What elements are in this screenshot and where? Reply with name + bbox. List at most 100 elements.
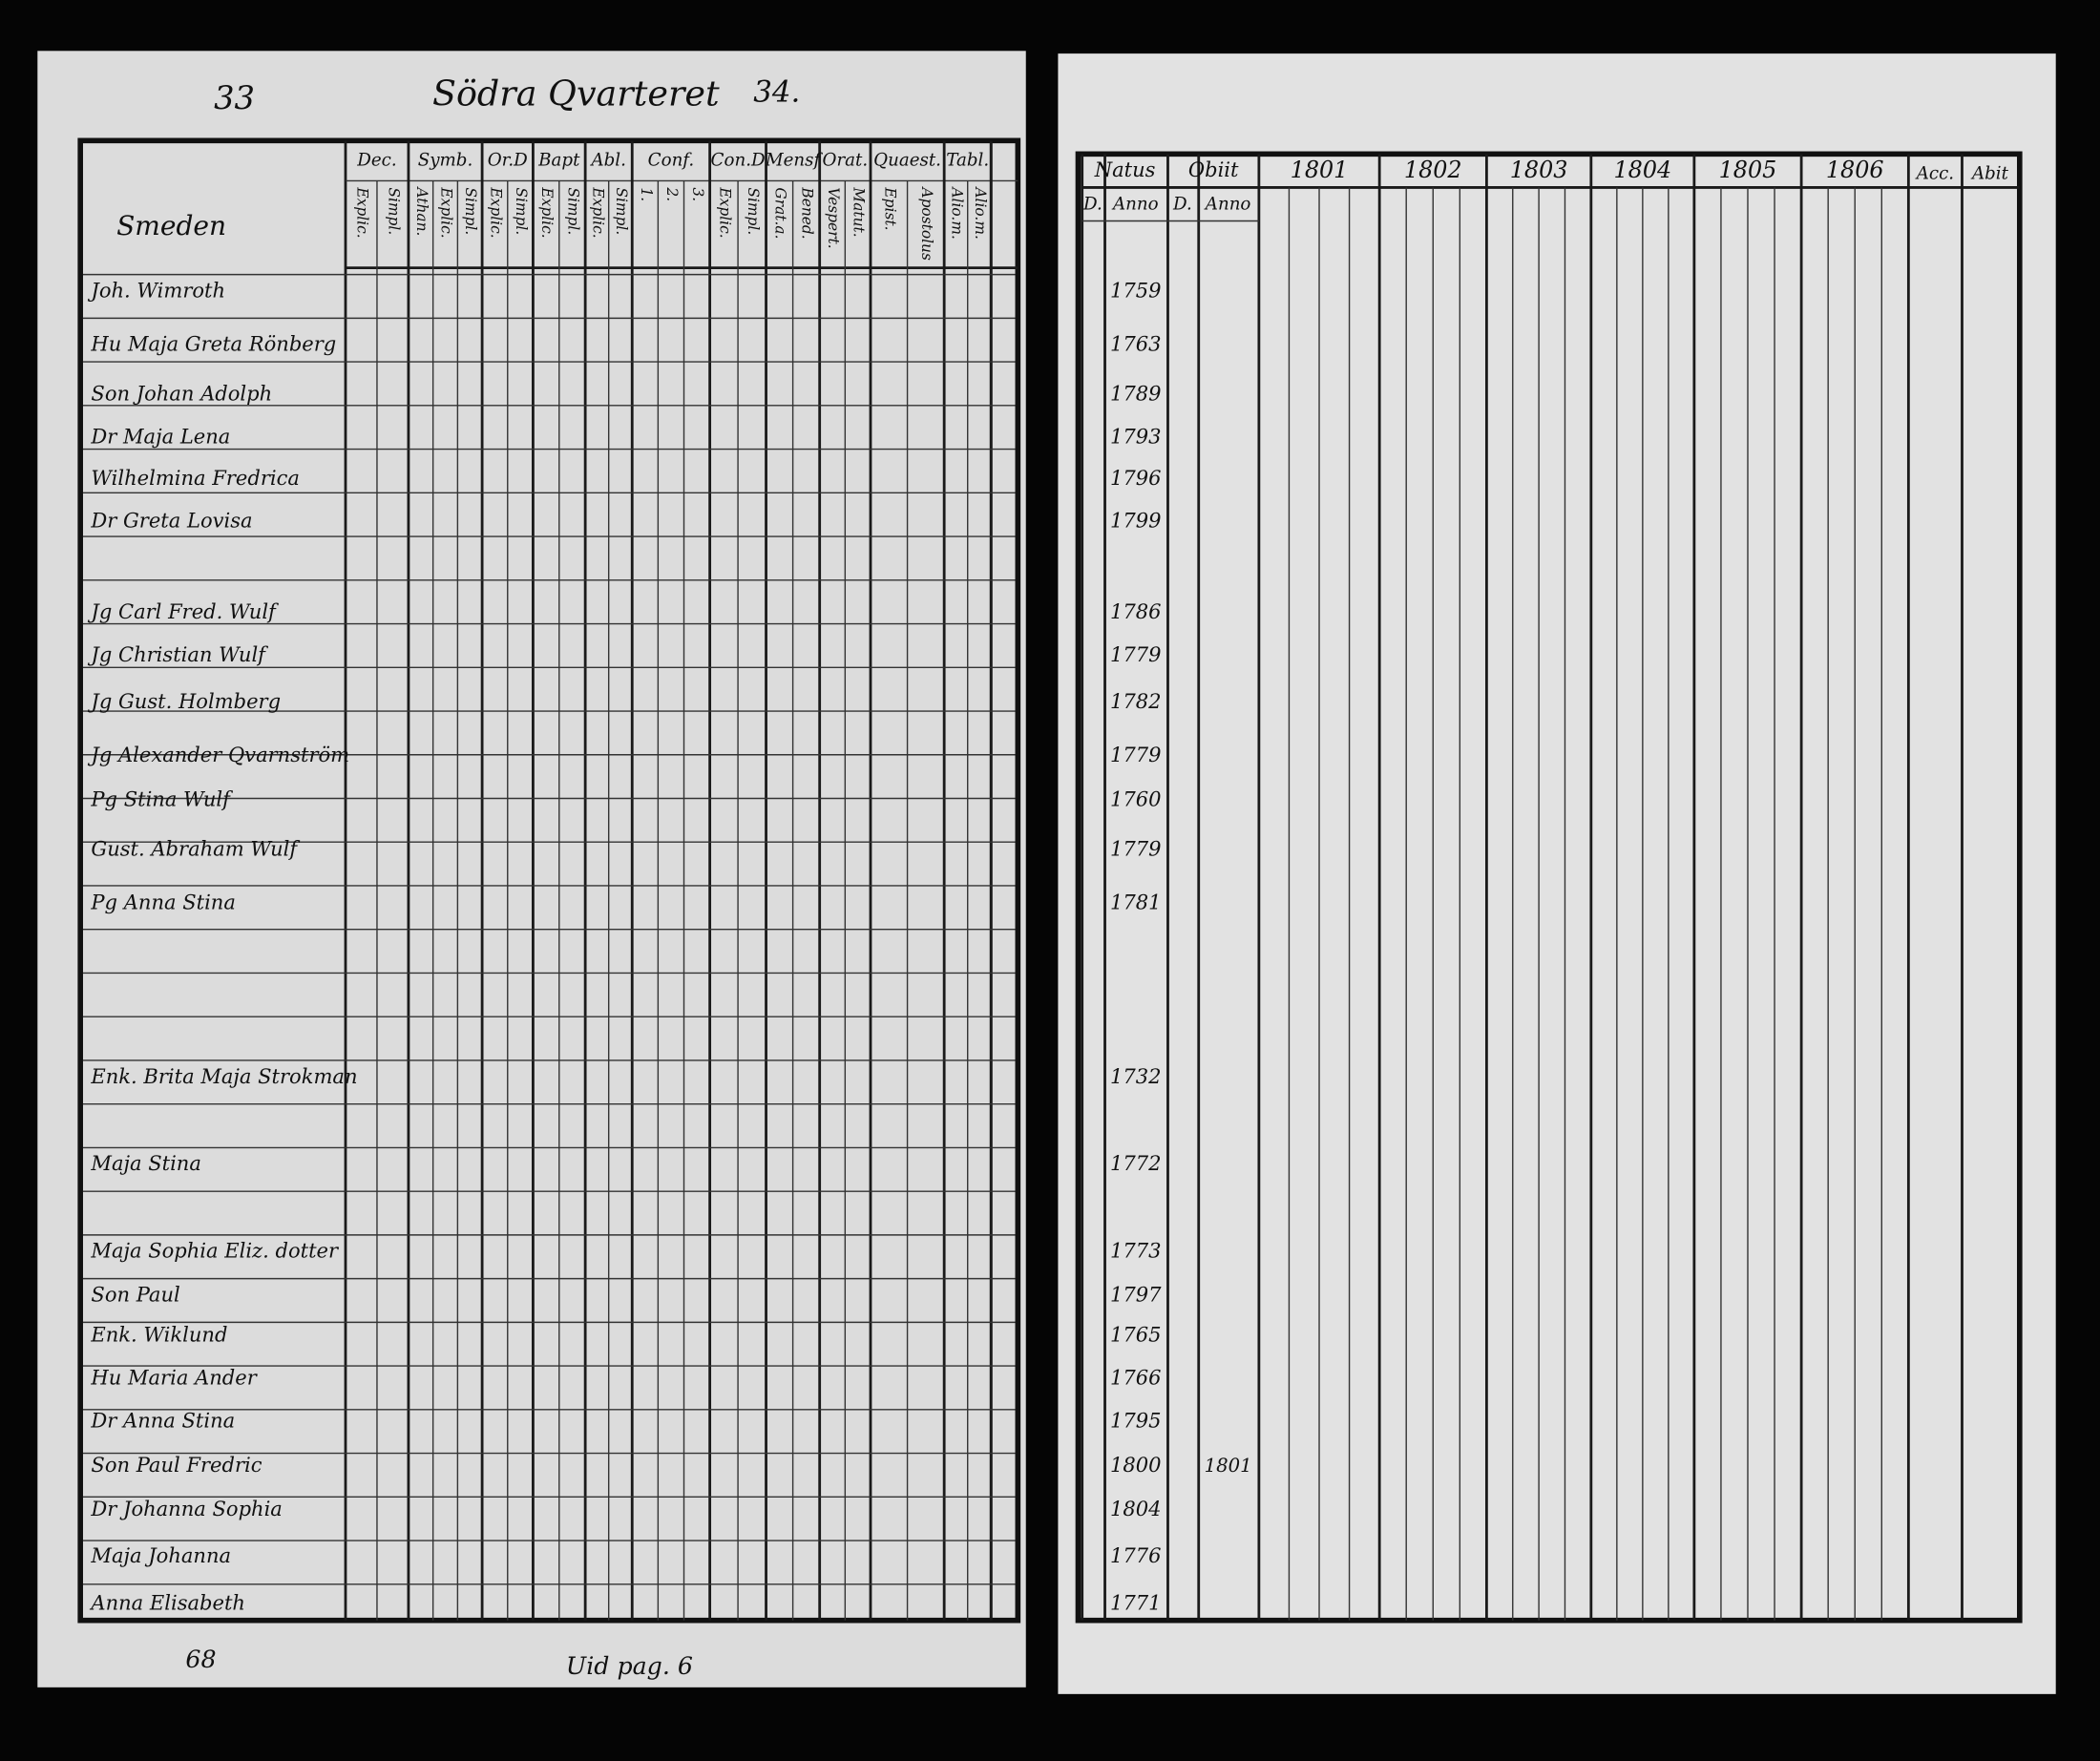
- person-name: Hu Maria Ander: [90, 1366, 258, 1390]
- person-name: Hu Maja Greta Rönberg: [90, 331, 336, 355]
- person-name: Maja Sophia Eliz. dotter: [90, 1238, 340, 1262]
- birth-year: 1781: [1110, 891, 1162, 914]
- death-year: 1801: [1205, 1455, 1252, 1477]
- birth-year: 1772: [1110, 1151, 1162, 1175]
- person-name: Maja Stina: [90, 1151, 201, 1175]
- right-frame: [1075, 151, 2023, 1624]
- person-name: Gust. Abraham Wulf: [91, 836, 300, 860]
- person-name: Jg Christian Wulf: [87, 642, 268, 666]
- column-subheader: Matut.: [850, 186, 868, 237]
- column-header: Acc.: [1915, 163, 1954, 183]
- column-header: Symb.: [418, 150, 473, 170]
- footer-note: Uid pag. 6: [566, 1652, 693, 1680]
- district: Smeden: [116, 210, 226, 241]
- birth-year: 1795: [1110, 1409, 1162, 1433]
- column-subheader: Grat.a.: [772, 187, 789, 239]
- column-subheader: Apostolus: [918, 185, 935, 261]
- column-header: Orat.: [823, 150, 869, 170]
- column-subheader: Explic.: [438, 186, 455, 238]
- year-header: 1802: [1404, 157, 1462, 183]
- column-header: Dec.: [356, 150, 396, 170]
- column-header: Abit: [1970, 163, 2009, 183]
- column-subheader: Simpl.: [513, 187, 530, 235]
- birth-year: 1766: [1110, 1366, 1162, 1390]
- person-name: Son Paul: [91, 1283, 179, 1307]
- left-page: [37, 51, 1026, 1688]
- birth-year: 1789: [1110, 381, 1162, 405]
- column-subheader: Simpl.: [564, 187, 581, 235]
- person-name: Maja Johanna: [90, 1543, 231, 1567]
- year-header: 1803: [1510, 157, 1568, 183]
- person-name: Dr Anna Stina: [90, 1409, 235, 1433]
- column-header: Tabl.: [946, 150, 989, 170]
- column-subheader: Simpl.: [385, 187, 402, 235]
- person-name: Wilhelmina Fredrica: [91, 466, 300, 490]
- year-header: 1804: [1614, 157, 1672, 183]
- column-header: Conf.: [648, 150, 695, 170]
- birth-year: 1799: [1110, 509, 1162, 533]
- column-header: Quaest.: [873, 150, 941, 170]
- column-header: Natus: [1094, 157, 1156, 181]
- page-number: 34.: [753, 75, 800, 110]
- birth-year: 1779: [1110, 642, 1162, 666]
- year-header: 1806: [1826, 157, 1884, 183]
- column-subheader: Anno: [1111, 195, 1159, 215]
- column-header: Obiit: [1188, 157, 1239, 181]
- column-header: Mensf: [765, 150, 824, 170]
- birth-year: 1796: [1110, 466, 1162, 490]
- person-name: Son Johan Adolph: [91, 381, 272, 405]
- birth-year: 1804: [1110, 1497, 1162, 1520]
- birth-year: 1779: [1110, 836, 1162, 860]
- birth-year: 1763: [1110, 331, 1162, 355]
- person-name: Joh. Wimroth: [87, 278, 225, 302]
- person-name: Jg Alexander Qvarnström: [87, 743, 349, 766]
- column-subheader: Explic.: [538, 186, 556, 238]
- column-subheader: Explic.: [487, 186, 504, 238]
- person-name: Jg Carl Fred. Wulf: [87, 599, 279, 623]
- column-subheader: Explic.: [353, 186, 370, 238]
- birth-year: 1779: [1110, 743, 1162, 766]
- birth-year: 1786: [1110, 599, 1162, 623]
- birth-year: 1760: [1110, 787, 1162, 811]
- year-header: 1801: [1291, 157, 1349, 183]
- column-subheader: Anno: [1204, 195, 1251, 215]
- birth-year: 1759: [1110, 278, 1162, 302]
- year-header: 1805: [1719, 157, 1777, 183]
- column-header: Or.D: [488, 150, 528, 170]
- person-name: Dr Maja Lena: [90, 424, 230, 448]
- footer-number: 68: [185, 1646, 216, 1673]
- person-name: Pg Stina Wulf: [90, 787, 233, 811]
- birth-year: 1776: [1110, 1543, 1162, 1567]
- page-title: Södra Qvarteret: [432, 73, 720, 115]
- person-name: Pg Anna Stina: [90, 891, 235, 914]
- birth-year: 1797: [1110, 1283, 1162, 1307]
- birth-year: 1732: [1110, 1064, 1162, 1088]
- person-name: Enk. Wiklund: [90, 1323, 227, 1347]
- column-subheader: Simpl.: [745, 187, 762, 235]
- person-name: Dr Greta Lovisa: [90, 509, 252, 533]
- person-name: Jg Gust. Holmberg: [87, 689, 281, 713]
- column-subheader: D.: [1172, 195, 1192, 215]
- column-subheader: Athan.: [413, 185, 430, 236]
- person-name: Dr Johanna Sophia: [90, 1497, 282, 1520]
- right-page: [1058, 53, 2056, 1694]
- birth-year: 1771: [1110, 1590, 1162, 1614]
- column-subheader: Simpl.: [613, 187, 630, 235]
- column-subheader: Bened.: [799, 186, 816, 239]
- column-subheader: Alio.m.: [972, 185, 989, 239]
- column-subheader: Vespert.: [825, 187, 842, 248]
- column-subheader: Simpl.: [462, 187, 479, 235]
- column-subheader: Explic.: [589, 186, 606, 238]
- column-header: Abl.: [589, 150, 625, 170]
- column-subheader: Explic.: [716, 186, 733, 238]
- column-subheader: 3.: [689, 187, 706, 201]
- person-name: Enk. Brita Maja Strokman: [90, 1064, 357, 1088]
- column-subheader: 2.: [663, 186, 681, 201]
- column-subheader: Alio.m.: [948, 185, 965, 239]
- column-subheader: Epist.: [881, 186, 898, 230]
- person-name: Son Paul Fredric: [91, 1453, 262, 1477]
- person-name: Anna Elisabeth: [89, 1590, 245, 1614]
- left-frame: [77, 137, 1021, 1624]
- column-subheader: 1.: [638, 187, 655, 201]
